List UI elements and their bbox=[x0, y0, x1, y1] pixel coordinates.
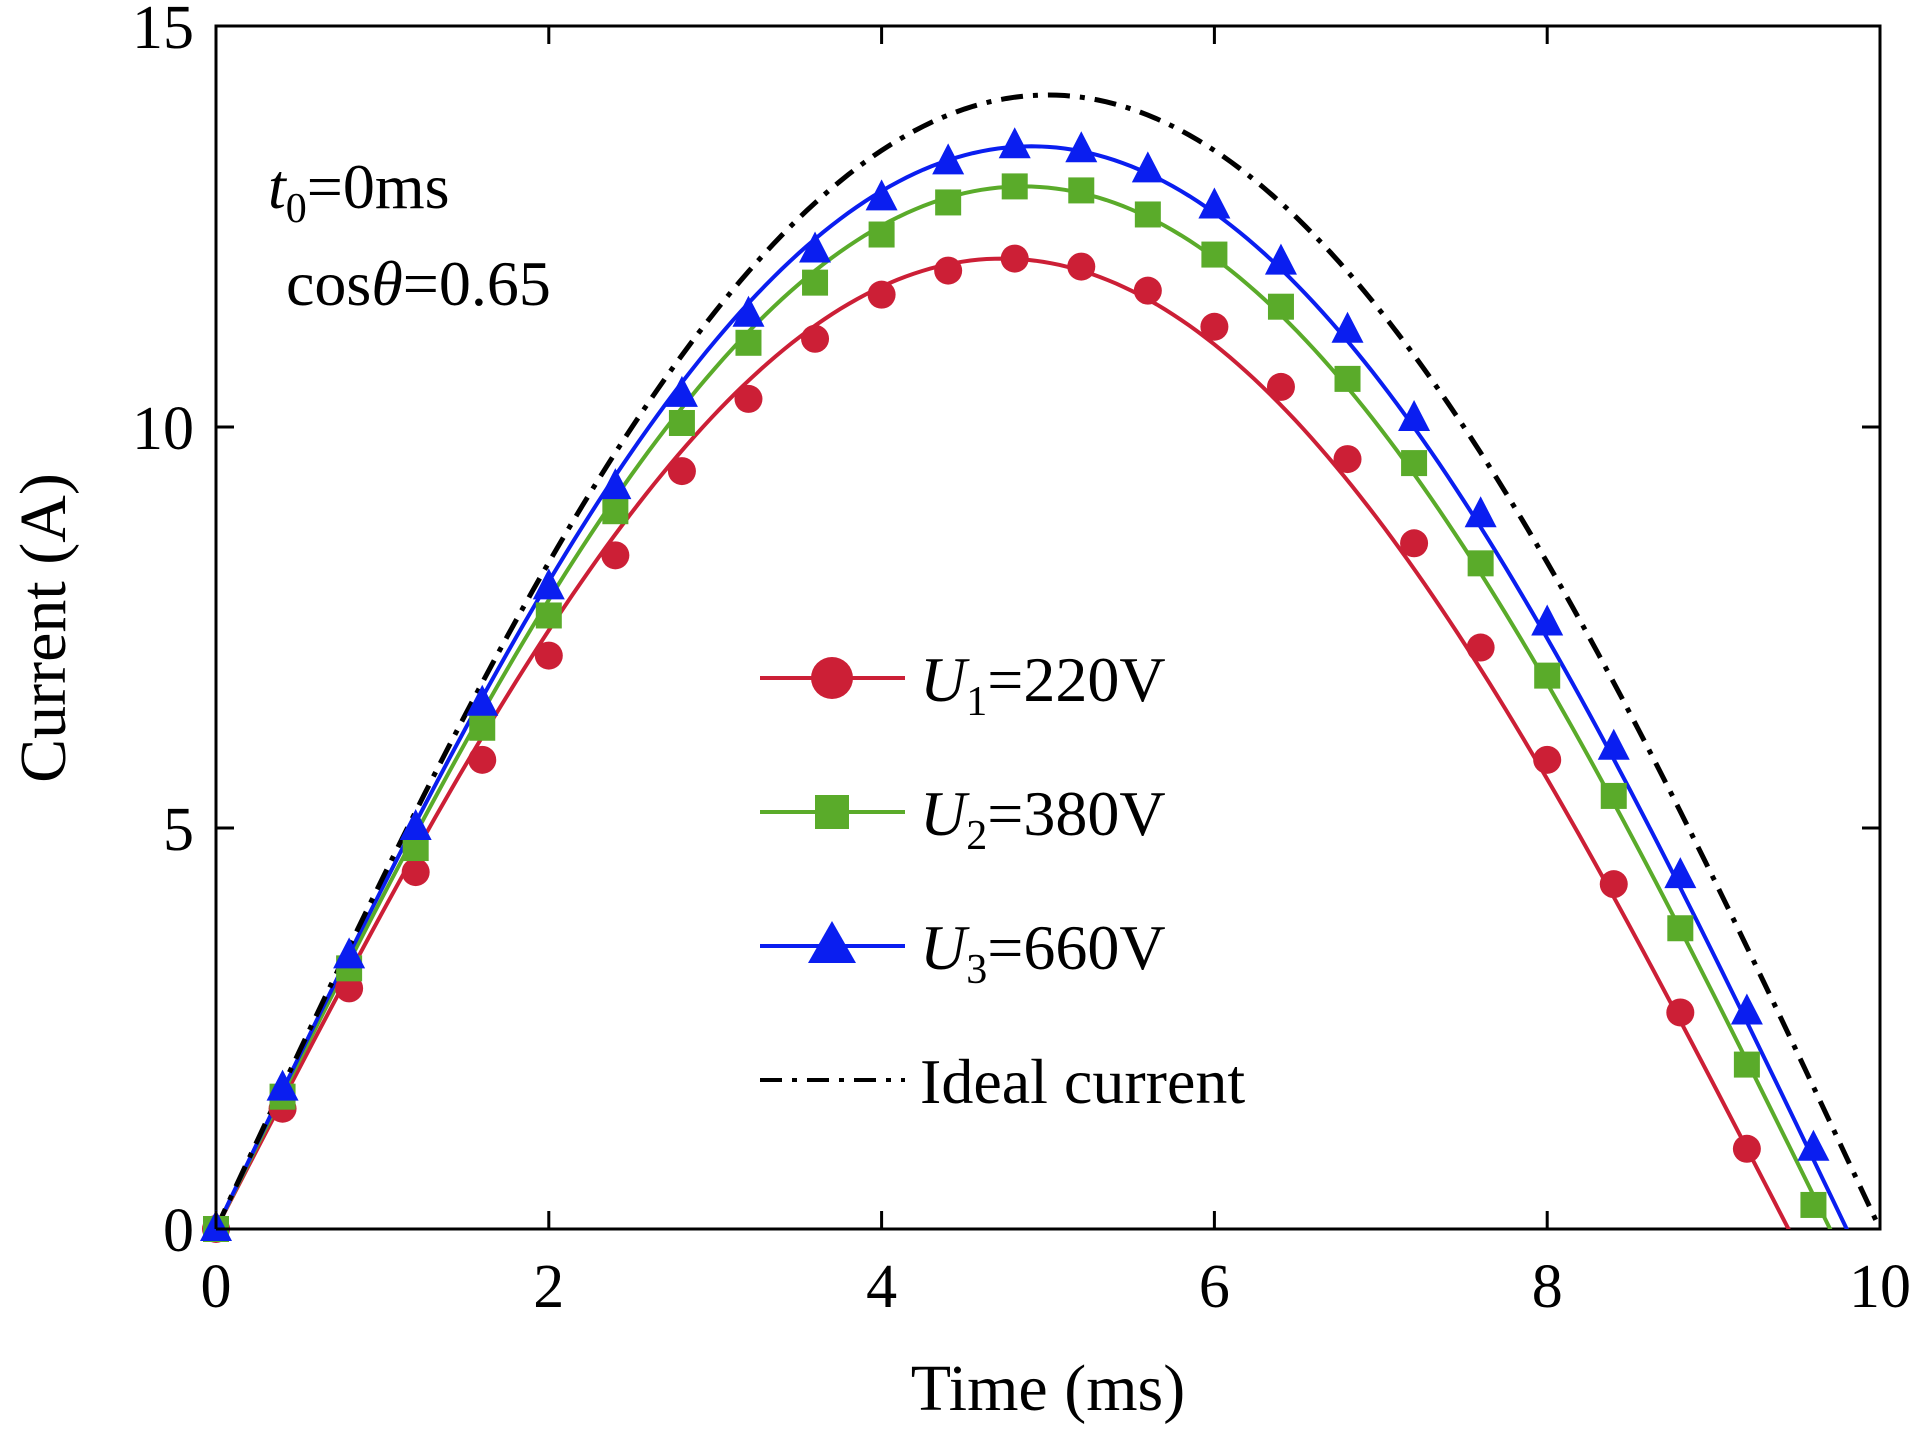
series-line-3 bbox=[216, 144, 1849, 1229]
x-tick-label: 8 bbox=[1532, 1253, 1563, 1321]
data-point-u1 bbox=[934, 256, 963, 285]
data-point-u3 bbox=[1264, 243, 1297, 275]
y-tick-label: 10 bbox=[132, 395, 194, 463]
legend-label-ideal: Ideal current bbox=[920, 1046, 1245, 1117]
data-point-u1 bbox=[1732, 1134, 1761, 1163]
data-point-u1 bbox=[801, 324, 830, 353]
data-point-u2 bbox=[935, 189, 962, 216]
y-axis-title: Current (A) bbox=[7, 473, 80, 783]
data-point-u3 bbox=[1597, 728, 1630, 760]
y-tick-label: 15 bbox=[132, 0, 194, 62]
data-point-u2 bbox=[1201, 241, 1228, 268]
y-tick-label: 5 bbox=[163, 796, 194, 864]
data-point-u3 bbox=[466, 684, 499, 716]
x-tick-label: 6 bbox=[1199, 1253, 1230, 1321]
series-line-2 bbox=[216, 184, 1833, 1229]
data-point-u3 bbox=[1065, 131, 1098, 163]
data-point-u3 bbox=[799, 231, 832, 263]
legend: U1=220V U2=380V U3=660V Ideal current bbox=[760, 644, 1245, 1117]
data-point-u2 bbox=[535, 602, 562, 629]
data-point-u1 bbox=[1266, 372, 1295, 401]
data-point-u3 bbox=[266, 1069, 299, 1101]
data-point-u3 bbox=[532, 568, 565, 600]
data-point-u3 bbox=[599, 468, 632, 500]
data-point-u1 bbox=[734, 384, 763, 413]
x-axis-title: Time (ms) bbox=[911, 1352, 1185, 1425]
data-point-u2 bbox=[802, 269, 829, 296]
y-tick-label: 0 bbox=[163, 1197, 194, 1265]
data-point-u2 bbox=[1800, 1191, 1827, 1218]
data-point-u3 bbox=[665, 375, 698, 407]
data-point-u3 bbox=[865, 179, 898, 211]
data-point-u3 bbox=[1664, 857, 1697, 889]
data-point-u3 bbox=[1198, 187, 1231, 219]
data-point-u1 bbox=[601, 541, 630, 570]
data-point-u2 bbox=[1733, 1051, 1760, 1078]
x-tick-label: 4 bbox=[866, 1253, 897, 1321]
data-point-u2 bbox=[1267, 293, 1294, 320]
data-point-u2 bbox=[1401, 450, 1428, 477]
data-point-u1 bbox=[1133, 276, 1162, 305]
data-point-u1 bbox=[1067, 252, 1096, 281]
data-point-u2 bbox=[469, 714, 496, 741]
data-layer bbox=[200, 92, 1880, 1243]
data-point-u1 bbox=[1599, 870, 1628, 899]
series-line-4 bbox=[216, 92, 1880, 1229]
data-point-u3 bbox=[1131, 151, 1164, 183]
legend-label-u3: U3=660V bbox=[920, 912, 1166, 993]
data-point-u1 bbox=[1333, 445, 1362, 474]
data-point-u1 bbox=[1400, 529, 1429, 558]
data-point-u2 bbox=[868, 221, 895, 248]
data-point-u3 bbox=[1464, 496, 1497, 528]
data-point-u3 bbox=[1531, 604, 1564, 636]
data-point-u3 bbox=[333, 937, 366, 969]
data-point-u1 bbox=[667, 457, 696, 486]
data-point-u1 bbox=[335, 974, 364, 1003]
legend-marker-u1 bbox=[811, 657, 853, 699]
ticks-layer: 0 2 4 6 8 10 0 5 10 15 bbox=[132, 0, 1911, 1321]
data-point-u2 bbox=[1600, 782, 1627, 809]
x-tick-label: 10 bbox=[1849, 1253, 1911, 1321]
data-point-u3 bbox=[998, 127, 1031, 159]
data-point-u2 bbox=[1001, 173, 1028, 200]
legend-marker-u3 bbox=[808, 921, 856, 963]
data-point-u2 bbox=[602, 498, 629, 525]
data-point-u1 bbox=[468, 745, 497, 774]
data-point-u2 bbox=[1068, 177, 1095, 204]
data-point-u3 bbox=[932, 143, 965, 175]
data-point-u1 bbox=[401, 858, 430, 887]
data-point-u2 bbox=[1467, 550, 1494, 577]
data-point-u3 bbox=[399, 809, 432, 840]
data-point-u3 bbox=[1331, 311, 1364, 343]
data-point-u3 bbox=[732, 295, 765, 327]
data-point-u2 bbox=[1134, 201, 1161, 228]
data-point-u2 bbox=[1667, 915, 1694, 942]
plot-frame bbox=[214, 24, 1882, 1231]
data-point-u2 bbox=[1534, 662, 1561, 689]
legend-label-u1: U1=220V bbox=[920, 644, 1166, 725]
data-point-u1 bbox=[1666, 998, 1695, 1027]
data-point-u2 bbox=[1334, 365, 1361, 392]
data-point-u1 bbox=[867, 280, 896, 309]
legend-label-u2: U2=380V bbox=[920, 778, 1166, 859]
data-point-u3 bbox=[1398, 399, 1431, 431]
data-point-u2 bbox=[668, 409, 695, 436]
annotation-cos-theta: cosθ=0.65 bbox=[286, 248, 551, 319]
data-point-u3 bbox=[1730, 993, 1763, 1025]
x-tick-label: 0 bbox=[201, 1253, 232, 1321]
data-point-u1 bbox=[1466, 633, 1495, 662]
legend-marker-u2 bbox=[815, 795, 849, 829]
annotation-t0: t0=0ms bbox=[268, 151, 450, 232]
data-point-u1 bbox=[534, 641, 563, 670]
data-point-u1 bbox=[1000, 244, 1029, 273]
data-point-u3 bbox=[1797, 1129, 1830, 1161]
data-point-u1 bbox=[1200, 312, 1229, 341]
data-point-u1 bbox=[1533, 745, 1562, 774]
x-tick-label: 2 bbox=[533, 1253, 564, 1321]
data-point-u2 bbox=[735, 329, 762, 356]
